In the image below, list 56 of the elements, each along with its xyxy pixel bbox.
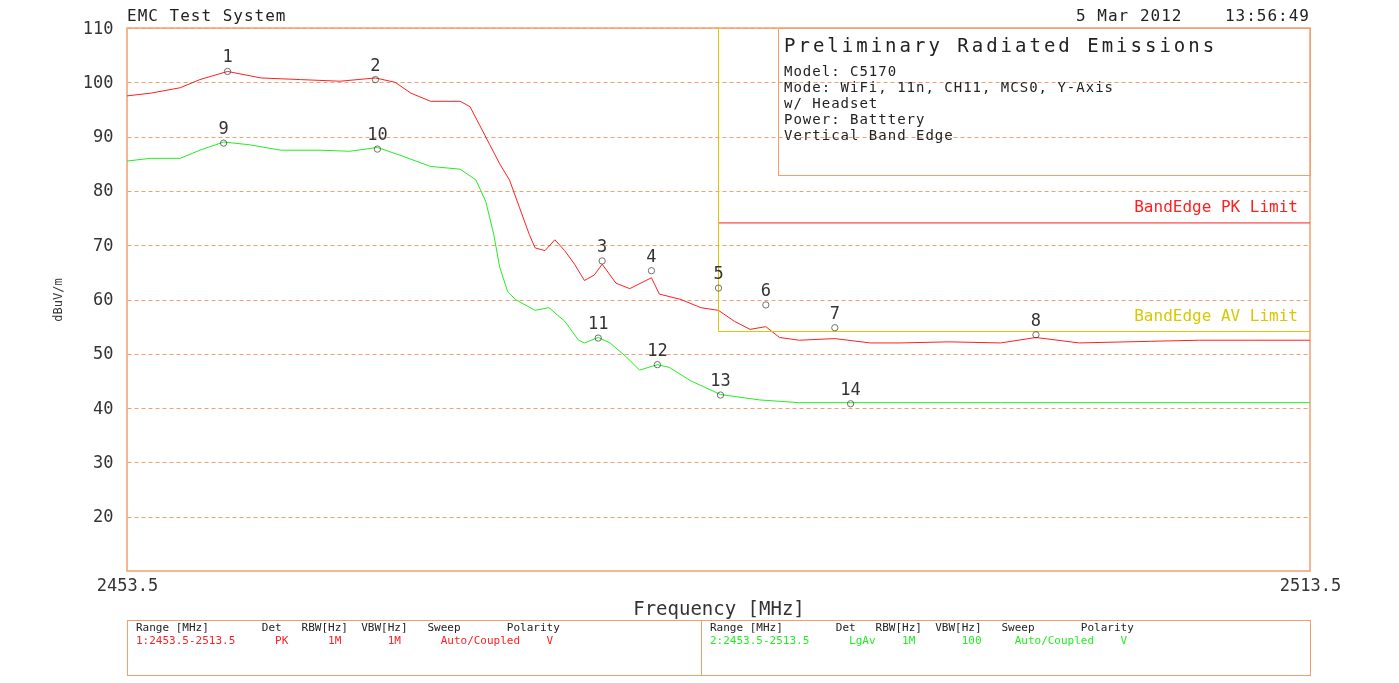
- annotation: 9: [218, 118, 229, 139]
- annotation: 6: [760, 279, 771, 300]
- text: 5 Mar 2012 13:56:49: [1076, 6, 1310, 25]
- y-tick-label: 20: [93, 506, 114, 527]
- y-axis-title: dBuV/m: [50, 278, 65, 322]
- y-tick-label: 60: [93, 289, 114, 309]
- annotation: 10: [367, 124, 388, 145]
- y-tick-label: 90: [93, 126, 114, 147]
- point: [653, 361, 662, 369]
- text: 2:2453.5-2513.5 LgAv 1M 100 Auto/Coupled V: [710, 634, 1128, 647]
- x-tick-label: 2453.5: [96, 574, 159, 595]
- annotation: 3: [597, 235, 608, 256]
- annotation: 13: [710, 370, 731, 391]
- point: [598, 257, 606, 265]
- annotation: w/ Headset: [784, 95, 879, 111]
- point: [223, 67, 232, 76]
- point: [714, 284, 723, 292]
- point: [846, 400, 855, 408]
- annotation: 4: [646, 245, 657, 266]
- point: [831, 324, 839, 332]
- line-series: [126, 141, 1311, 404]
- annotation: Power: Batttery: [784, 111, 926, 127]
- y-tick-label: 70: [93, 234, 114, 255]
- point: [373, 145, 382, 153]
- point: [647, 267, 656, 275]
- text: Range [MHz] Det RBW[Hz] VBW[Hz] Sweep Polarity: [136, 621, 560, 634]
- series-label: BandEdge PK Limit: [1134, 196, 1298, 216]
- x-tick-label: 2513.5: [1279, 574, 1342, 595]
- y-tick-label: 50: [93, 343, 114, 364]
- point: [594, 334, 602, 342]
- point: [762, 301, 770, 309]
- annotation: 14: [840, 378, 861, 399]
- text: Range [MHz] Det RBW[Hz] VBW[Hz] Sweep Polarity: [710, 621, 1134, 634]
- annotation: 11: [587, 313, 609, 334]
- annotation: 2: [370, 54, 381, 75]
- y-tick-label: 100: [82, 71, 114, 92]
- annotation: 8: [1030, 309, 1042, 330]
- annotation: Model: C5170: [784, 63, 898, 79]
- y-tick-label: 110: [82, 17, 114, 38]
- annotation: Mode: WiFi, 11n, CH11, MCS0, Y-Axis: [784, 79, 1115, 95]
- chart-title: Preliminary Radiated Emissions: [784, 34, 1218, 56]
- point: [1032, 331, 1040, 339]
- point: [371, 75, 380, 84]
- series-label: BandEdge AV Limit: [1134, 305, 1298, 325]
- annotation: 12: [647, 339, 668, 360]
- text: EMC Test System: [127, 6, 287, 25]
- y-tick-label: 30: [93, 451, 114, 472]
- point: [219, 139, 228, 147]
- text: 1:2453.5-2513.5 PK 1M 1M Auto/Coupled V: [136, 634, 554, 647]
- annotation: 1: [222, 46, 233, 67]
- annotation: 7: [829, 302, 840, 323]
- point: [716, 391, 725, 399]
- y-tick-label: 80: [93, 180, 114, 201]
- y-tick-label: 40: [93, 397, 114, 418]
- annotation: Vertical Band Edge: [784, 127, 954, 143]
- x-axis-title: Frequency [MHz]: [633, 596, 805, 619]
